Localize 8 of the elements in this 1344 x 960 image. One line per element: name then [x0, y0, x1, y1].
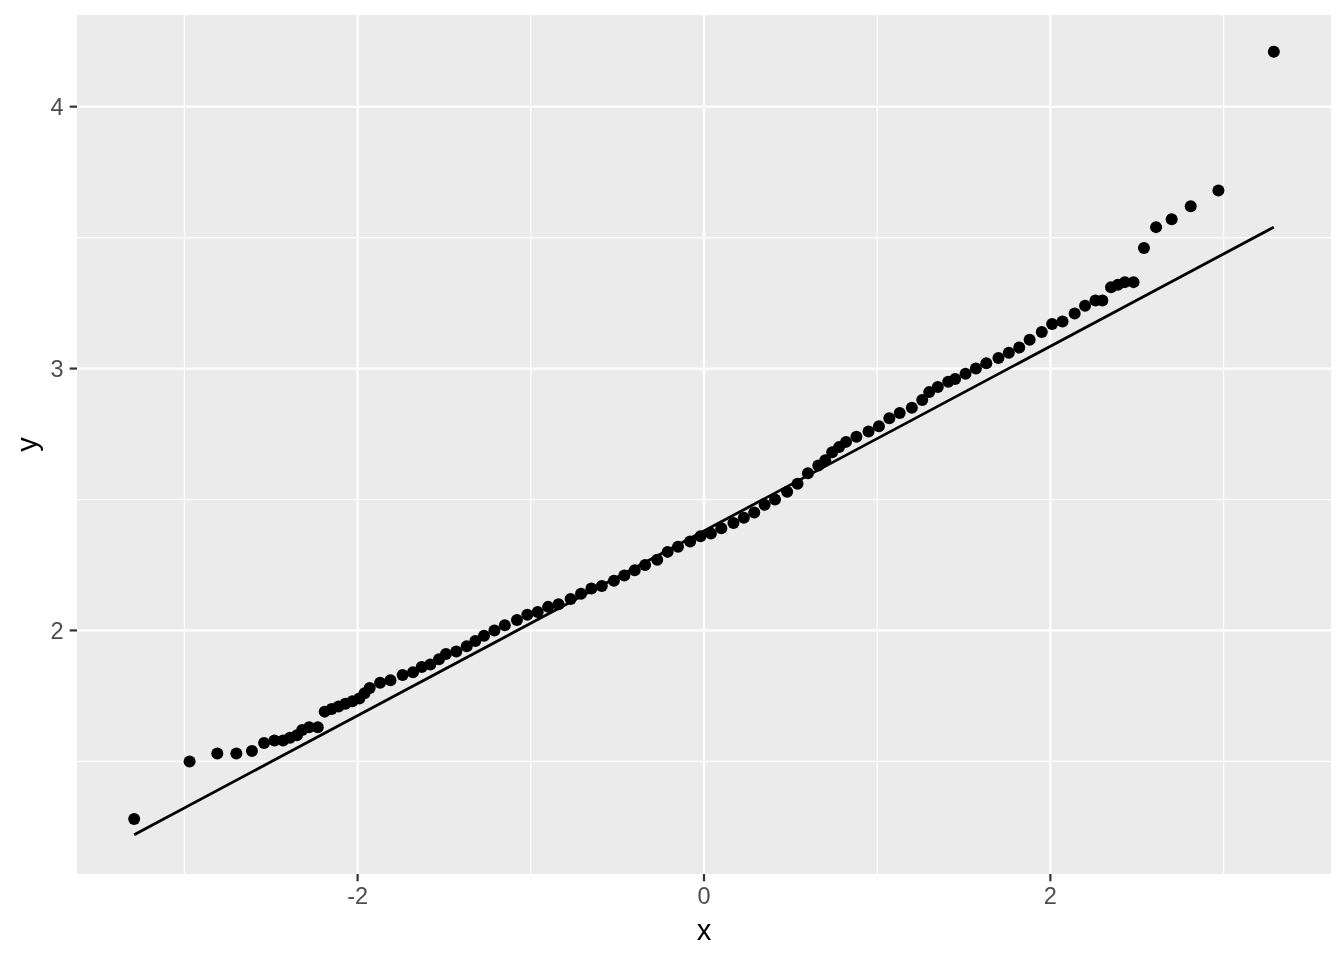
- x-tick-label: -2: [347, 883, 369, 909]
- y-tick-label: 3: [50, 355, 64, 382]
- y-axis-title: y: [10, 436, 43, 452]
- x-tick-label: 2: [1043, 883, 1057, 909]
- x-tick-label: 0: [697, 883, 711, 909]
- x-axis-title: x: [696, 913, 712, 946]
- y-tick-label: 4: [50, 93, 64, 120]
- y-tick-label: 2: [50, 617, 64, 644]
